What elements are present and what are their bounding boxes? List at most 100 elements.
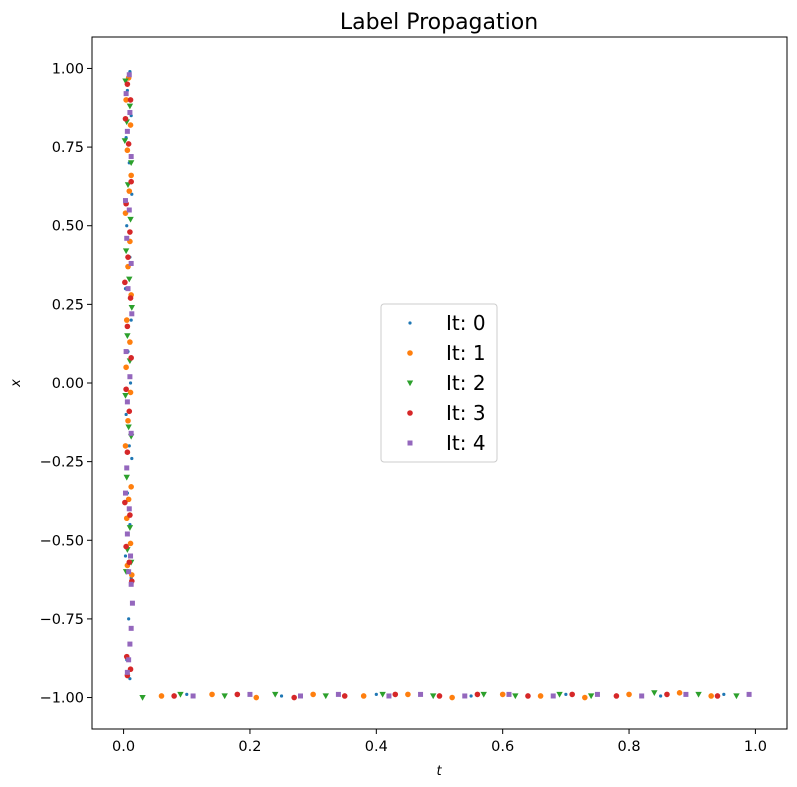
series-4 bbox=[122, 72, 752, 699]
y-tick-label: −0.50 bbox=[40, 533, 84, 549]
data-point bbox=[587, 693, 595, 700]
data-point bbox=[123, 386, 129, 393]
x-tick-label: 0.6 bbox=[491, 739, 514, 755]
data-point bbox=[129, 600, 135, 606]
y-axis: 1.00 0.75 0.50 0.25 0.00 −0.25 −0.50 −0.75 −1.00 bbox=[40, 61, 92, 707]
data-point bbox=[569, 691, 575, 698]
data-point bbox=[126, 188, 133, 194]
data-point bbox=[127, 444, 131, 448]
legend-frame bbox=[380, 303, 498, 463]
data-point bbox=[291, 694, 297, 701]
legend-item: It: 4 bbox=[407, 431, 486, 455]
data-point bbox=[127, 160, 135, 167]
legend-label: It: 3 bbox=[446, 401, 486, 425]
data-point bbox=[127, 617, 131, 621]
data-point bbox=[122, 248, 130, 255]
data-point bbox=[129, 318, 133, 322]
data-point bbox=[124, 235, 130, 241]
data-point bbox=[506, 691, 512, 697]
data-point bbox=[310, 691, 316, 698]
data-point bbox=[469, 694, 473, 698]
data-point bbox=[127, 512, 133, 518]
data-point bbox=[613, 693, 620, 699]
y-tick-label: −0.75 bbox=[40, 612, 84, 628]
data-point bbox=[594, 691, 600, 697]
data-point bbox=[139, 694, 146, 701]
data-point bbox=[126, 569, 132, 575]
data-point bbox=[664, 691, 670, 698]
data-point bbox=[125, 424, 132, 431]
data-point bbox=[171, 693, 177, 699]
data-point bbox=[128, 484, 134, 490]
data-point bbox=[127, 216, 134, 223]
data-point bbox=[322, 693, 329, 700]
data-point bbox=[185, 692, 189, 697]
legend-label: It: 2 bbox=[446, 371, 486, 395]
data-point bbox=[123, 91, 129, 97]
data-point bbox=[429, 693, 437, 700]
data-point bbox=[177, 691, 184, 698]
data-point bbox=[123, 474, 130, 481]
data-point bbox=[122, 198, 128, 204]
data-point bbox=[676, 690, 683, 696]
legend-label: It: 1 bbox=[446, 341, 486, 365]
y-axis-label: x bbox=[9, 379, 24, 388]
legend-item: It: 1 bbox=[407, 341, 486, 365]
legend-marker bbox=[408, 321, 412, 325]
y-tick-label: −0.25 bbox=[40, 455, 84, 471]
data-point bbox=[128, 625, 134, 631]
data-point bbox=[127, 295, 134, 301]
y-tick-label: 0.50 bbox=[52, 219, 84, 235]
data-point bbox=[190, 693, 196, 699]
y-tick-label: −1.00 bbox=[40, 691, 84, 707]
data-point bbox=[130, 192, 134, 196]
data-point bbox=[127, 339, 133, 345]
data-point bbox=[746, 691, 752, 697]
data-point bbox=[122, 115, 129, 122]
data-point bbox=[123, 317, 130, 323]
data-point bbox=[128, 677, 132, 681]
data-point bbox=[626, 691, 632, 698]
points-layer bbox=[121, 70, 752, 701]
data-point bbox=[126, 103, 134, 110]
data-point bbox=[234, 691, 241, 698]
data-point bbox=[127, 122, 134, 128]
data-point bbox=[499, 691, 506, 698]
data-point bbox=[126, 207, 132, 213]
data-point bbox=[127, 540, 134, 547]
data-point bbox=[123, 364, 129, 371]
x-tick-label: 0.2 bbox=[238, 739, 261, 755]
data-point bbox=[722, 692, 726, 697]
data-point bbox=[480, 691, 487, 698]
data-point bbox=[128, 355, 134, 361]
legend-marker bbox=[406, 380, 414, 387]
data-point bbox=[564, 692, 568, 697]
data-point bbox=[221, 693, 228, 700]
y-tick-label: 0.25 bbox=[52, 297, 84, 313]
data-point bbox=[127, 389, 134, 396]
data-point bbox=[386, 693, 392, 699]
data-point bbox=[708, 693, 714, 699]
data-point bbox=[550, 693, 556, 699]
data-point bbox=[124, 323, 131, 330]
legend-item: It: 0 bbox=[408, 311, 486, 335]
data-point bbox=[341, 693, 348, 699]
data-point bbox=[128, 154, 134, 160]
data-point bbox=[128, 381, 133, 385]
data-point bbox=[512, 693, 519, 700]
data-point bbox=[272, 691, 279, 698]
data-point bbox=[126, 72, 132, 78]
data-point bbox=[129, 311, 135, 317]
data-point bbox=[124, 531, 130, 537]
data-point bbox=[125, 224, 129, 228]
legend-item: It: 3 bbox=[407, 401, 486, 425]
data-point bbox=[128, 304, 136, 311]
data-point bbox=[128, 430, 134, 436]
x-axis-label: t bbox=[436, 764, 442, 779]
data-point bbox=[127, 641, 133, 647]
data-point bbox=[130, 456, 134, 461]
legend: It: 0 It: 1 It: 2 It: 3 It: 4 bbox=[380, 303, 498, 463]
data-point bbox=[525, 693, 531, 699]
y-tick-label: 0.00 bbox=[52, 376, 84, 392]
